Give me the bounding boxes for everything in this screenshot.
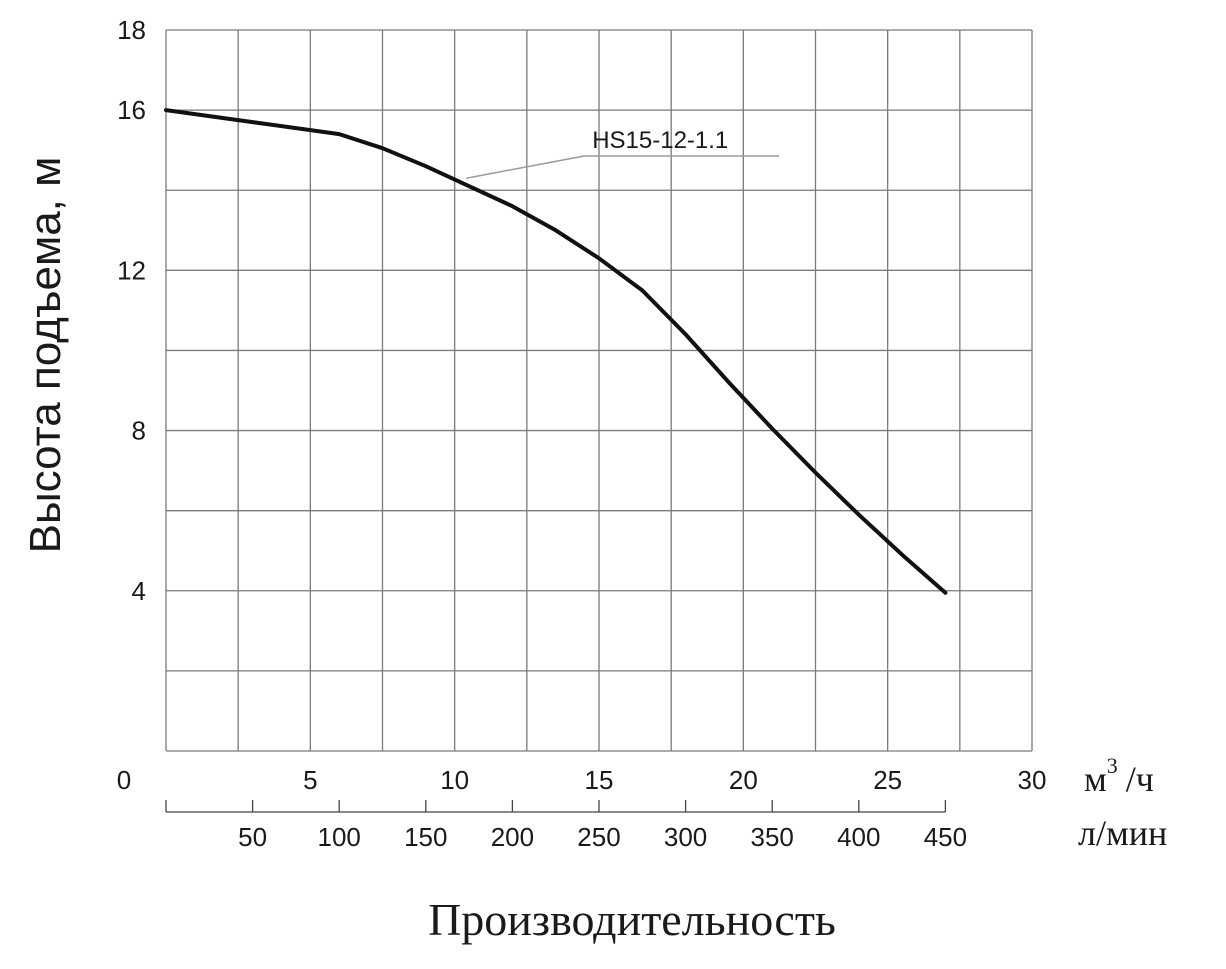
x-axis-label: Производительность	[428, 894, 836, 945]
secondary-tick-label: 250	[577, 822, 620, 852]
secondary-tick-label: 450	[924, 822, 967, 852]
x-tick-label: 10	[440, 765, 469, 795]
y-tick-labels: 4 8 12 16 18	[117, 15, 146, 606]
y-tick-label: 16	[117, 95, 146, 125]
y-tick-label: 4	[132, 576, 146, 606]
secondary-tick-label: 100	[318, 822, 361, 852]
y-tick-label: 12	[117, 255, 146, 285]
x-tick-label: 5	[303, 765, 317, 795]
series-leader-line	[466, 155, 585, 179]
secondary-tick-label: 200	[491, 822, 534, 852]
secondary-tick-label: 400	[837, 822, 880, 852]
grid	[165, 29, 1033, 752]
y-tick-label: 18	[117, 15, 146, 45]
secondary-axis: 50 100 150 200 250 300 350 400 450	[165, 800, 967, 852]
x-tick-label: 20	[729, 765, 758, 795]
series-layer	[164, 108, 948, 595]
secondary-axis-unit: л/мин	[1078, 813, 1167, 853]
x-tick-labels: 0 5 10 15 20 25 30	[117, 765, 1047, 795]
y-axis-label: Высота подъема, м	[21, 157, 70, 554]
series-label: HS15-12-1.1	[592, 127, 728, 154]
x-tick-label: 0	[117, 765, 131, 795]
secondary-tick-label: 350	[751, 822, 794, 852]
y-tick-label: 8	[132, 416, 146, 446]
x-tick-label: 25	[873, 765, 902, 795]
series-line-hs15-12-1-1	[164, 108, 948, 595]
secondary-tick-label: 150	[404, 822, 447, 852]
secondary-tick-label: 300	[664, 822, 707, 852]
secondary-tick-label: 50	[238, 822, 267, 852]
x-tick-label: 30	[1018, 765, 1047, 795]
x-unit-main: м	[1084, 759, 1107, 799]
x-unit-tail: /ч	[1126, 759, 1154, 799]
x-unit-superscript: 3	[1107, 753, 1118, 778]
annotation-layer: HS15-12-1.1	[466, 127, 780, 179]
x-tick-label: 15	[585, 765, 614, 795]
x-axis-unit: м3/ч	[1084, 753, 1154, 799]
